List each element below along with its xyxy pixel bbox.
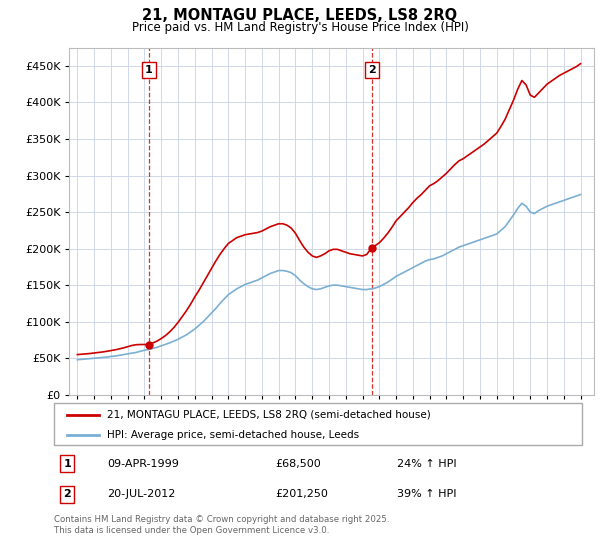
Text: 20-JUL-2012: 20-JUL-2012 [107,489,175,500]
Text: Contains HM Land Registry data © Crown copyright and database right 2025.
This d: Contains HM Land Registry data © Crown c… [54,515,389,535]
Text: £68,500: £68,500 [276,459,322,469]
FancyBboxPatch shape [54,403,582,445]
Text: 21, MONTAGU PLACE, LEEDS, LS8 2RQ: 21, MONTAGU PLACE, LEEDS, LS8 2RQ [142,8,458,24]
Text: 1: 1 [64,459,71,469]
Text: 1: 1 [145,65,153,75]
Text: £201,250: £201,250 [276,489,329,500]
Text: 2: 2 [368,65,376,75]
Text: 2: 2 [64,489,71,500]
Text: 39% ↑ HPI: 39% ↑ HPI [397,489,457,500]
Text: HPI: Average price, semi-detached house, Leeds: HPI: Average price, semi-detached house,… [107,430,359,440]
Text: 09-APR-1999: 09-APR-1999 [107,459,179,469]
Text: 21, MONTAGU PLACE, LEEDS, LS8 2RQ (semi-detached house): 21, MONTAGU PLACE, LEEDS, LS8 2RQ (semi-… [107,409,431,419]
Text: 24% ↑ HPI: 24% ↑ HPI [397,459,457,469]
Text: Price paid vs. HM Land Registry's House Price Index (HPI): Price paid vs. HM Land Registry's House … [131,21,469,34]
